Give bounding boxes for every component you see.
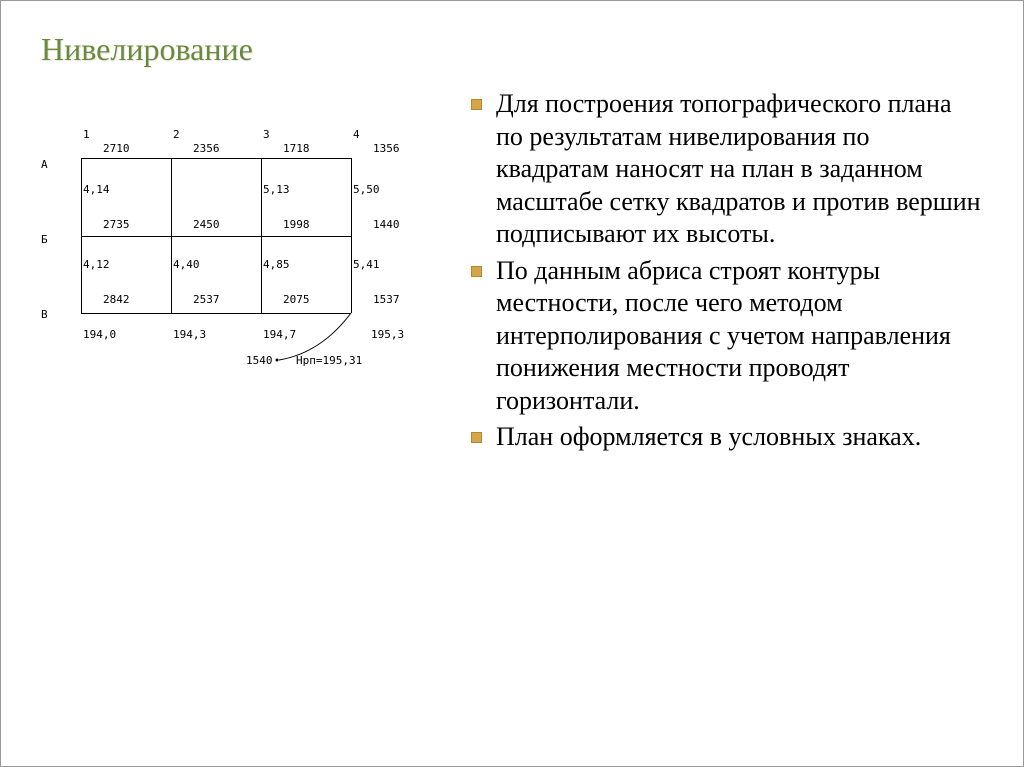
grid-value: 1356: [373, 142, 400, 155]
grid-value: 1718: [283, 142, 310, 155]
bullet-marker-icon: [471, 99, 482, 110]
grid-value: 5,13: [263, 183, 290, 196]
row-label: Б: [41, 233, 48, 246]
col-num: 1: [83, 128, 90, 141]
row-label: В: [41, 308, 48, 321]
bullet-item: По данным абриса строят контуры местност…: [471, 255, 983, 418]
grid-value: 2356: [193, 142, 220, 155]
grid-value: 1998: [283, 218, 310, 231]
grid-value: 4,85: [263, 258, 290, 271]
grid-line: [171, 158, 172, 313]
bullet-list: Для построения топографического плана по…: [471, 88, 983, 458]
bottom-value: 194,0: [83, 328, 116, 341]
bullet-text: План оформляется в условных знаках.: [496, 421, 921, 454]
bottom-value: 195,3: [371, 328, 404, 341]
grid-value: 4,14: [83, 183, 110, 196]
grid-value: 2735: [103, 218, 130, 231]
bullet-text: Для построения топографического плана по…: [496, 88, 983, 251]
grid-value: 1537: [373, 293, 400, 306]
grid-value: 2842: [103, 293, 130, 306]
col-num: 3: [263, 128, 270, 141]
grid-line: [261, 158, 262, 313]
diagram-area: 1 2 3 4 А 2710 2356 1718 1356 4,14 5,13 …: [41, 88, 441, 458]
grid-value: 4,12: [83, 258, 110, 271]
col-num: 2: [173, 128, 180, 141]
grid-line: [81, 158, 351, 159]
rp-value: 1540: [246, 354, 273, 367]
grid-line: [351, 158, 352, 313]
grid-line: [81, 313, 351, 314]
grid-value: 2537: [193, 293, 220, 306]
row-label: А: [41, 158, 48, 171]
grid-line: [81, 236, 351, 237]
bullet-marker-icon: [471, 432, 482, 443]
col-num: 4: [353, 128, 360, 141]
bullet-item: План оформляется в условных знаках.: [471, 421, 983, 454]
grid-value: 5,50: [353, 183, 380, 196]
grid-value: 1440: [373, 218, 400, 231]
bullet-item: Для построения топографического плана по…: [471, 88, 983, 251]
bottom-value: 194,3: [173, 328, 206, 341]
bottom-value: 194,7: [263, 328, 296, 341]
grid-value: 4,40: [173, 258, 200, 271]
grid-value: 2075: [283, 293, 310, 306]
bullet-marker-icon: [471, 266, 482, 277]
grid-value: 2710: [103, 142, 130, 155]
grid-line: [81, 158, 82, 313]
rp-label: Hрп=195,31: [296, 354, 362, 367]
slide-title: Нивелирование: [41, 31, 983, 68]
bullet-text: По данным абриса строят контуры местност…: [496, 255, 983, 418]
leveling-grid-diagram: 1 2 3 4 А 2710 2356 1718 1356 4,14 5,13 …: [41, 128, 421, 408]
grid-value: 5,41: [353, 258, 380, 271]
grid-value: 2450: [193, 218, 220, 231]
